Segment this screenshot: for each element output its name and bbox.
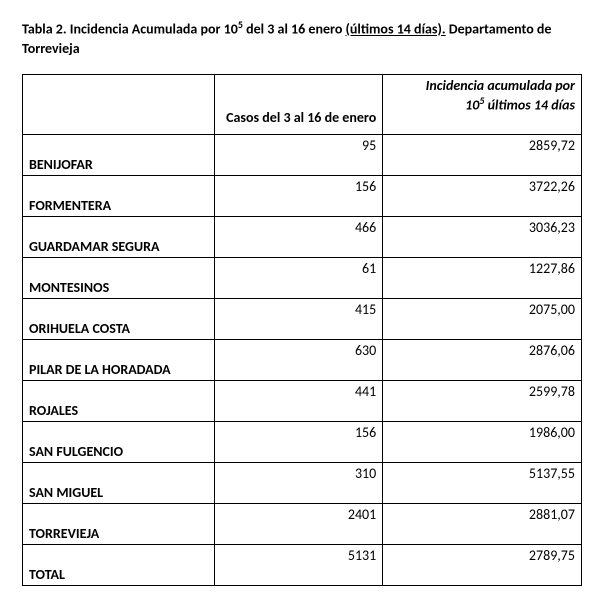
row-cases: 61 <box>214 258 383 299</box>
row-incidence: 2881,07 <box>383 504 582 545</box>
table-row: MONTESINOS611227,86 <box>23 258 582 299</box>
title-underline: (últimos 14 días). <box>346 21 446 38</box>
row-name: TOTAL <box>23 545 215 586</box>
header-cases-text: Casos del 3 al 16 de enero <box>226 109 376 126</box>
row-cases: 95 <box>214 135 383 176</box>
row-name: PILAR DE LA HORADADA <box>23 340 215 381</box>
row-cases: 2401 <box>214 504 383 545</box>
row-cases: 415 <box>214 299 383 340</box>
row-name: SAN MIGUEL <box>23 463 215 504</box>
row-cases: 630 <box>214 340 383 381</box>
table-row: GUARDAMAR SEGURA4663036,23 <box>23 217 582 258</box>
row-incidence: 2876,06 <box>383 340 582 381</box>
header-name <box>23 75 215 135</box>
table-row: ORIHUELA COSTA4152075,00 <box>23 299 582 340</box>
table-title: Tabla 2. Incidencia Acumulada por 105 de… <box>22 18 588 58</box>
row-cases: 156 <box>214 176 383 217</box>
row-cases: 156 <box>214 422 383 463</box>
row-name: ROJALES <box>23 381 215 422</box>
header-incidence: Incidencia acumulada por 105 últimos 14 … <box>383 75 582 135</box>
row-cases: 5131 <box>214 545 383 586</box>
table-row: PILAR DE LA HORADADA6302876,06 <box>23 340 582 381</box>
row-cases: 466 <box>214 217 383 258</box>
table-row: ROJALES4412599,78 <box>23 381 582 422</box>
table-row: BENIJOFAR952859,72 <box>23 135 582 176</box>
row-incidence: 2599,78 <box>383 381 582 422</box>
row-cases: 441 <box>214 381 383 422</box>
table-row: SAN FULGENCIO1561986,00 <box>23 422 582 463</box>
table-row: FORMENTERA1563722,26 <box>23 176 582 217</box>
header-cases: Casos del 3 al 16 de enero <box>214 75 383 135</box>
row-incidence: 2789,75 <box>383 545 582 586</box>
row-name: SAN FULGENCIO <box>23 422 215 463</box>
header-inc-post: últimos 14 días <box>484 97 575 114</box>
row-name: TORREVIEJA <box>23 504 215 545</box>
row-incidence: 5137,55 <box>383 463 582 504</box>
row-incidence: 1227,86 <box>383 258 582 299</box>
row-incidence: 3722,26 <box>383 176 582 217</box>
header-inc-line1: Incidencia acumulada por <box>389 77 575 94</box>
table-row: TOTAL51312789,75 <box>23 545 582 586</box>
row-name: GUARDAMAR SEGURA <box>23 217 215 258</box>
header-row: Casos del 3 al 16 de enero Incidencia ac… <box>23 75 582 135</box>
row-incidence: 3036,23 <box>383 217 582 258</box>
row-incidence: 2075,00 <box>383 299 582 340</box>
row-name: MONTESINOS <box>23 258 215 299</box>
table-row: SAN MIGUEL3105137,55 <box>23 463 582 504</box>
header-inc-pre: 10 <box>465 97 479 114</box>
row-name: FORMENTERA <box>23 176 215 217</box>
row-cases: 310 <box>214 463 383 504</box>
row-name: BENIJOFAR <box>23 135 215 176</box>
table-row: TORREVIEJA24012881,07 <box>23 504 582 545</box>
row-incidence: 1986,00 <box>383 422 582 463</box>
incidence-table: Casos del 3 al 16 de enero Incidencia ac… <box>22 74 582 586</box>
row-name: ORIHUELA COSTA <box>23 299 215 340</box>
header-inc-line2: 105 últimos 14 días <box>389 94 575 114</box>
title-pre: Tabla 2. Incidencia Acumulada por 10 <box>22 21 238 38</box>
title-mid: del 3 al 16 enero <box>243 21 346 38</box>
row-incidence: 2859,72 <box>383 135 582 176</box>
